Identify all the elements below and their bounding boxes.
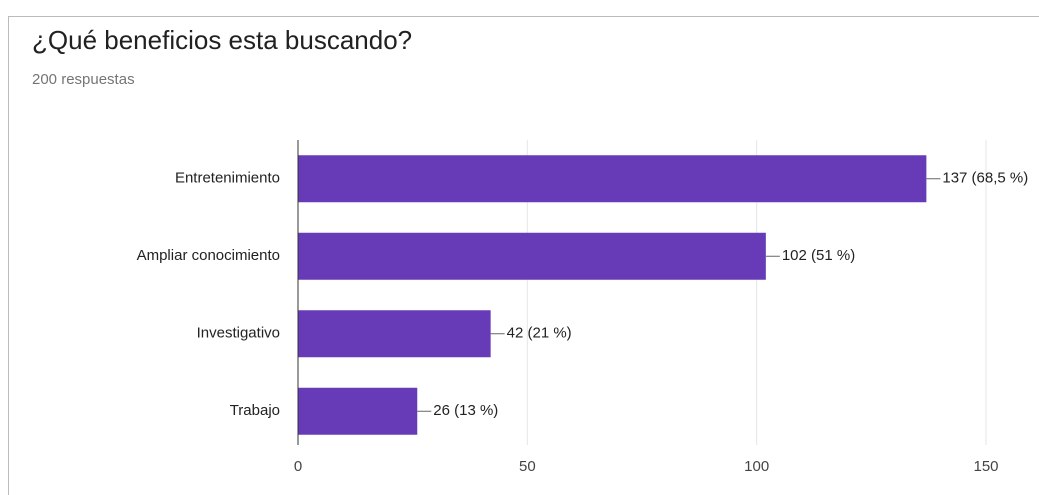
y-tick-label: Entretenimiento	[175, 170, 280, 187]
data-label: 102 (51 %)	[782, 247, 855, 264]
x-tick-label: 0	[294, 458, 302, 475]
y-tick-label: Trabajo	[230, 402, 280, 419]
data-label: 26 (13 %)	[433, 402, 498, 419]
bar	[298, 310, 491, 358]
data-label: 42 (21 %)	[507, 325, 572, 342]
bar	[298, 387, 418, 435]
bar	[298, 155, 927, 203]
bar	[298, 232, 766, 280]
chart-title: ¿Qué beneficios esta buscando?	[32, 25, 412, 55]
y-tick-label: Ampliar conocimiento	[137, 247, 280, 264]
data-label: 137 (68,5 %)	[942, 170, 1028, 187]
y-tick-label: Investigativo	[197, 325, 280, 342]
x-tick-label: 100	[744, 458, 769, 475]
x-tick-label: 150	[973, 458, 998, 475]
x-tick-label: 50	[519, 458, 536, 475]
chart-subtitle: 200 respuestas	[32, 71, 135, 88]
